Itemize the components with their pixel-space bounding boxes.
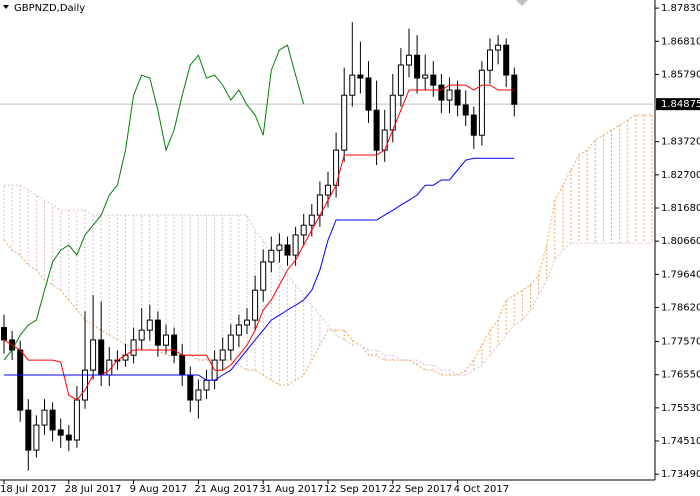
candle-body (260, 261, 267, 291)
candle-body (341, 94, 348, 151)
tenkan-sen (3, 84, 515, 401)
candle-body (171, 334, 178, 356)
x-tick-label: 22 Sep 2017 (389, 484, 452, 495)
x-tick-label: 31 Aug 2017 (259, 484, 323, 495)
candle-body (462, 104, 469, 116)
candle-body (406, 54, 412, 66)
candle-body (219, 349, 226, 361)
y-tick-label: 1.76550 (661, 370, 700, 381)
y-tick-label: 1.87830 (661, 3, 700, 14)
candle-body (446, 89, 453, 101)
candle-body (284, 244, 291, 256)
candle-body (357, 74, 364, 79)
candle-body (235, 324, 242, 336)
candle-body (163, 334, 169, 346)
y-tick-label: 1.86810 (661, 36, 700, 47)
candle-body (252, 289, 259, 321)
y-tick-label: 1.79640 (661, 269, 700, 280)
candle-body (227, 334, 234, 351)
y-tick-label: 1.75530 (661, 403, 700, 414)
x-tick-label: 4 Oct 2017 (454, 484, 509, 495)
candle-body (138, 329, 145, 341)
candle-body (203, 379, 210, 391)
candle-body (325, 184, 331, 196)
candle-body (98, 339, 105, 376)
y-tick-label: 1.82700 (661, 170, 700, 181)
candle-body (487, 49, 493, 71)
senkou-span-a (3, 114, 652, 386)
candle-body (503, 44, 510, 76)
candle-body (49, 409, 56, 431)
senkou-span-b (4, 184, 652, 376)
candle-body (268, 249, 275, 263)
candle-body (65, 434, 72, 441)
y-tick-label: 1.77570 (661, 337, 700, 348)
candle-body (25, 409, 32, 451)
y-tick-label: 1.83720 (661, 137, 700, 148)
y-tick-label: 1.78620 (661, 302, 700, 313)
candle-body (195, 389, 202, 401)
menu-triangle[interactable] (3, 5, 9, 9)
candle-body (349, 74, 356, 96)
candle-body (73, 399, 80, 441)
candle-body (179, 354, 186, 376)
x-tick-label: 12 Sep 2017 (324, 484, 387, 495)
candle-body (438, 84, 445, 101)
candle-body (495, 44, 502, 51)
shift-marker[interactable] (516, 0, 528, 6)
chart-title: GBPNZD,Daily (14, 3, 85, 14)
candle-body (454, 89, 461, 106)
candle-body (276, 244, 283, 251)
candle-body (33, 424, 40, 451)
candle-body (365, 77, 372, 111)
chikou-span (3, 44, 305, 361)
x-tick-label: 18 Jul 2017 (0, 484, 57, 495)
candle-body (292, 234, 299, 256)
bid-label-box (656, 98, 700, 111)
kijun-sen (4, 157, 515, 381)
candle-body (57, 429, 64, 436)
x-tick-label: 9 Aug 2017 (130, 484, 188, 495)
candle-body (470, 114, 477, 136)
candle-body (90, 339, 97, 371)
y-tick-label: 1.80660 (661, 236, 700, 247)
candle-body (373, 109, 380, 151)
candle-body (154, 319, 161, 346)
candle-body (478, 69, 485, 136)
y-tick-label: 1.81680 (661, 203, 700, 214)
y-tick-label: 1.74510 (661, 436, 700, 447)
y-tick-label: 1.73490 (661, 469, 700, 480)
candle-body (397, 64, 404, 96)
candle-body (430, 74, 437, 86)
x-tick-label: 28 Jul 2017 (65, 484, 122, 495)
candle-body (17, 349, 24, 411)
x-tick-label: 21 Aug 2017 (194, 484, 258, 495)
candle-body (1, 327, 7, 341)
candle-body (187, 374, 194, 401)
candle-body (41, 409, 48, 426)
candle-body (300, 224, 307, 236)
candle-body (414, 54, 421, 79)
candle-body (381, 129, 388, 151)
y-tick-label: 1.85790 (661, 69, 700, 80)
candle-body (130, 339, 137, 356)
bid-label: 1.84875 (661, 99, 700, 110)
candle-body (422, 74, 429, 79)
candle-body (146, 319, 153, 331)
candle-body (244, 319, 250, 326)
candle-body (308, 214, 315, 226)
